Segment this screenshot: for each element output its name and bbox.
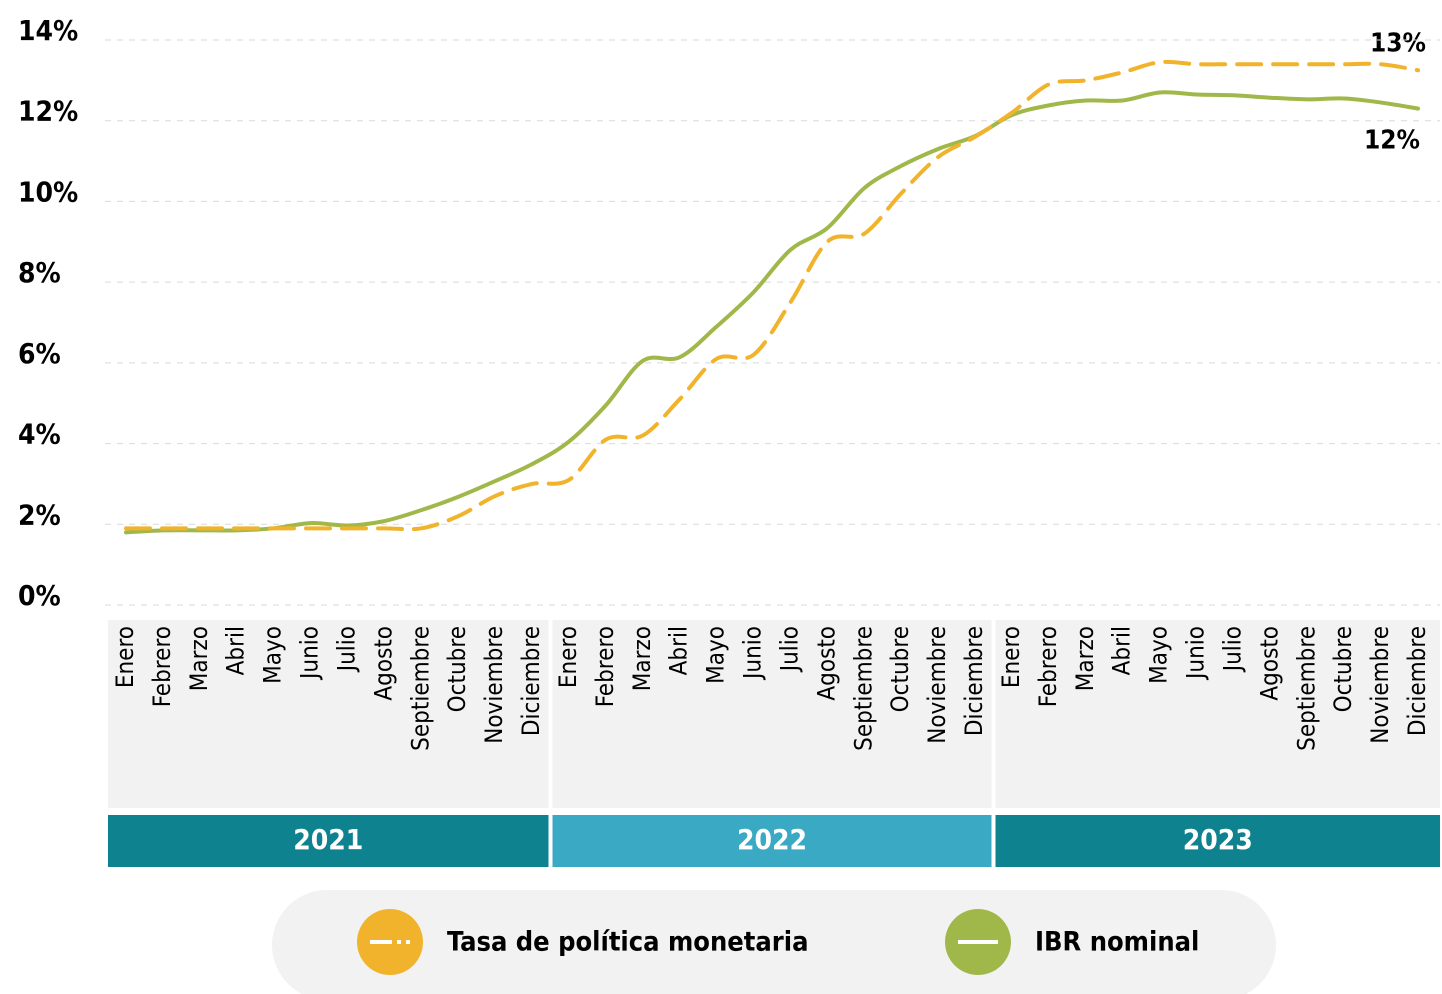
x-tick-label: Junio <box>739 626 767 681</box>
x-tick-label: Noviembre <box>480 626 508 744</box>
y-tick-label: 12% <box>18 95 78 128</box>
y-tick-label: 10% <box>18 175 78 208</box>
year-label: 2023 <box>1183 823 1253 856</box>
x-tick-label: Noviembre <box>923 626 951 744</box>
category-background <box>108 620 549 808</box>
x-tick-label: Octubre <box>1329 626 1357 712</box>
y-tick-label: 6% <box>18 337 61 370</box>
x-tick-label: Marzo <box>628 626 656 691</box>
x-tick-label: Julio <box>1218 626 1246 673</box>
x-tick-label: Julio <box>332 626 360 673</box>
x-tick-label: Mayo <box>1145 626 1173 684</box>
year-band <box>995 815 1440 867</box>
legend-label: Tasa de política monetaria <box>447 927 808 958</box>
x-tick-label: Febrero <box>591 626 619 707</box>
x-tick-label: Abril <box>222 626 250 675</box>
x-tick-label: Enero <box>111 626 139 688</box>
category-background <box>552 620 992 808</box>
y-tick-label: 2% <box>18 498 61 531</box>
x-tick-label: Agosto <box>1255 626 1283 701</box>
x-tick-label: Marzo <box>1071 626 1099 691</box>
year-label: 2021 <box>293 823 363 856</box>
x-tick-label: Septiembre <box>1292 626 1320 751</box>
year-band <box>108 815 549 867</box>
y-tick-label: 0% <box>18 579 61 612</box>
x-tick-label: Mayo <box>702 626 730 684</box>
x-tick-label: Septiembre <box>406 626 434 751</box>
year-band <box>552 815 992 867</box>
x-tick-label: Enero <box>554 626 582 688</box>
x-tick-label: Junio <box>1182 626 1210 681</box>
x-tick-label: Diciembre <box>1403 626 1431 736</box>
x-tick-label: Abril <box>665 626 693 675</box>
x-tick-label: Agosto <box>369 626 397 701</box>
legend-background <box>272 890 1276 994</box>
y-tick-label: 8% <box>18 256 61 289</box>
annotation: 12% <box>1364 126 1420 156</box>
year-label: 2022 <box>737 823 807 856</box>
x-tick-label: Noviembre <box>1366 626 1394 744</box>
series-line <box>124 90 1420 535</box>
series-line <box>124 59 1420 532</box>
x-tick-label: Septiembre <box>849 626 877 751</box>
x-tick-label: Julio <box>775 626 803 673</box>
legend-label: IBR nominal <box>1035 927 1199 958</box>
x-tick-label: Mayo <box>259 626 287 684</box>
x-tick-label: Octubre <box>886 626 914 712</box>
x-tick-label: Octubre <box>443 626 471 712</box>
x-tick-label: Junio <box>296 626 324 681</box>
x-tick-label: Abril <box>1108 626 1136 675</box>
x-tick-label: Diciembre <box>517 626 545 736</box>
x-tick-label: Febrero <box>148 626 176 707</box>
category-background <box>995 620 1440 808</box>
y-tick-label: 14% <box>18 14 78 47</box>
x-tick-label: Marzo <box>185 626 213 691</box>
x-tick-label: Agosto <box>812 626 840 701</box>
x-tick-label: Febrero <box>1034 626 1062 707</box>
annotation: 13% <box>1370 29 1426 59</box>
y-tick-label: 4% <box>18 418 61 451</box>
x-tick-label: Diciembre <box>960 626 988 736</box>
x-tick-label: Enero <box>997 626 1025 688</box>
